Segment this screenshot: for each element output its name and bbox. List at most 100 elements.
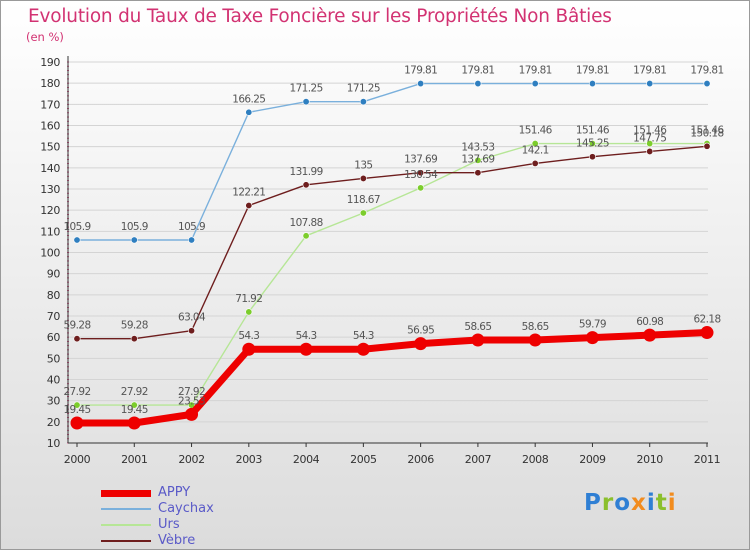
data-point-urs bbox=[474, 156, 482, 164]
data-label-urs: 143.53 bbox=[461, 141, 494, 153]
data-point-vèbre bbox=[646, 147, 654, 155]
data-label-caychax: 179.81 bbox=[690, 65, 723, 77]
legend-label: Urs bbox=[158, 517, 180, 532]
data-point-urs bbox=[588, 140, 596, 148]
legend-swatch bbox=[101, 489, 151, 497]
data-point-caychax bbox=[646, 80, 654, 88]
data-point-appy bbox=[299, 342, 313, 356]
data-point-vèbre bbox=[531, 159, 539, 167]
data-point-appy bbox=[356, 342, 370, 356]
y-tick-label: 10 bbox=[47, 437, 61, 450]
data-point-vèbre bbox=[588, 153, 596, 161]
data-point-urs bbox=[417, 184, 425, 192]
logo-letter: P bbox=[584, 490, 602, 516]
data-point-appy bbox=[528, 333, 542, 347]
data-point-vèbre bbox=[73, 335, 81, 343]
x-tick-label: 2008 bbox=[522, 453, 549, 466]
data-label-appy: 19.45 bbox=[121, 404, 148, 416]
data-label-urs: 118.67 bbox=[347, 194, 380, 206]
data-point-caychax bbox=[359, 98, 367, 106]
logo-letter: t bbox=[655, 490, 668, 516]
legend-item-caychax: Caychax bbox=[101, 501, 301, 517]
x-tick-label: 2003 bbox=[236, 453, 263, 466]
y-tick-label: 100 bbox=[40, 247, 60, 260]
data-point-caychax bbox=[302, 98, 310, 106]
series-line-vèbre bbox=[76, 145, 708, 340]
y-tick-label: 30 bbox=[47, 395, 61, 408]
data-label-appy: 19.45 bbox=[63, 404, 90, 416]
data-label-urs: 151.46 bbox=[690, 125, 724, 137]
legend-item-vèbre: Vèbre bbox=[101, 533, 301, 549]
data-label-urs: 27.92 bbox=[121, 386, 148, 398]
line-chart: 10 20 30 40 50 60 70 80 90 100 110 120 130 140 150 160 1… bbox=[40, 56, 725, 466]
legend-label: Vèbre bbox=[158, 533, 196, 548]
data-point-vèbre bbox=[474, 169, 482, 177]
data-label-vèbre: 122.21 bbox=[232, 186, 265, 198]
x-tick-label: 2000 bbox=[64, 453, 91, 466]
series-line-urs bbox=[76, 142, 708, 406]
data-label-vèbre: 59.28 bbox=[63, 320, 90, 332]
series-line-appy bbox=[73, 329, 711, 427]
proxiti-logo: Proxiti bbox=[584, 490, 677, 516]
data-point-appy bbox=[127, 416, 141, 430]
y-tick-label: 150 bbox=[40, 141, 60, 154]
data-label-caychax: 105.9 bbox=[121, 221, 148, 233]
logo-letter: o bbox=[614, 490, 632, 516]
data-label-urs: 71.92 bbox=[235, 293, 262, 305]
data-label-caychax: 105.9 bbox=[178, 221, 205, 233]
x-tick-label: 2002 bbox=[178, 453, 204, 466]
data-label-caychax: 171.25 bbox=[347, 83, 380, 95]
legend-item-appy: APPY bbox=[101, 485, 301, 501]
x-tick-label: 2007 bbox=[465, 453, 492, 466]
data-label-caychax: 179.81 bbox=[576, 65, 609, 77]
data-point-caychax bbox=[703, 80, 711, 88]
data-label-caychax: 179.81 bbox=[461, 65, 494, 77]
y-tick-label: 170 bbox=[40, 98, 60, 111]
data-point-appy bbox=[414, 337, 428, 351]
y-unit-label: (en %) bbox=[26, 30, 64, 44]
y-tick-label: 20 bbox=[47, 416, 61, 429]
data-label-vèbre: 145.25 bbox=[576, 138, 609, 150]
data-point-appy bbox=[185, 407, 199, 421]
data-point-appy bbox=[70, 416, 84, 430]
y-tick-label: 120 bbox=[40, 204, 60, 217]
data-point-vèbre bbox=[130, 335, 138, 343]
legend-swatch bbox=[101, 540, 151, 542]
data-point-vèbre bbox=[302, 181, 310, 189]
data-point-caychax bbox=[73, 236, 81, 244]
data-point-urs bbox=[646, 140, 654, 148]
data-label-caychax: 171.25 bbox=[290, 83, 323, 95]
data-label-urs: 27.92 bbox=[178, 386, 205, 398]
data-label-appy: 56.95 bbox=[407, 325, 434, 337]
legend-item-urs: Urs bbox=[101, 517, 301, 533]
x-tick-label: 2004 bbox=[293, 453, 320, 466]
data-point-caychax bbox=[531, 80, 539, 88]
data-point-vèbre bbox=[188, 327, 196, 335]
data-label-urs: 151.46 bbox=[576, 125, 610, 137]
data-label-vèbre: 63.04 bbox=[178, 312, 206, 324]
data-point-caychax bbox=[588, 80, 596, 88]
y-tick-label: 140 bbox=[40, 162, 60, 175]
data-point-appy bbox=[471, 333, 485, 347]
data-label-caychax: 179.81 bbox=[404, 65, 437, 77]
data-label-caychax: 179.81 bbox=[633, 65, 666, 77]
legend-swatch bbox=[101, 524, 151, 526]
logo-letter: r bbox=[601, 490, 615, 516]
data-label-urs: 151.46 bbox=[633, 125, 667, 137]
data-label-vèbre: 131.99 bbox=[290, 166, 323, 178]
data-label-appy: 54.3 bbox=[296, 330, 317, 342]
data-label-appy: 54.3 bbox=[353, 330, 374, 342]
data-point-urs bbox=[130, 401, 138, 409]
x-tick-label: 2001 bbox=[121, 453, 147, 466]
legend-swatch bbox=[101, 508, 151, 510]
data-point-urs bbox=[531, 140, 539, 148]
y-tick-label: 40 bbox=[47, 374, 61, 387]
y-tick-label: 60 bbox=[47, 331, 61, 344]
data-point-appy bbox=[585, 331, 599, 345]
data-label-appy: 62.18 bbox=[693, 314, 720, 326]
data-point-appy bbox=[700, 326, 714, 340]
data-label-urs: 151.46 bbox=[519, 125, 553, 137]
data-point-urs bbox=[359, 209, 367, 217]
data-label-appy: 23.53 bbox=[178, 395, 205, 407]
y-tick-label: 80 bbox=[47, 289, 61, 302]
